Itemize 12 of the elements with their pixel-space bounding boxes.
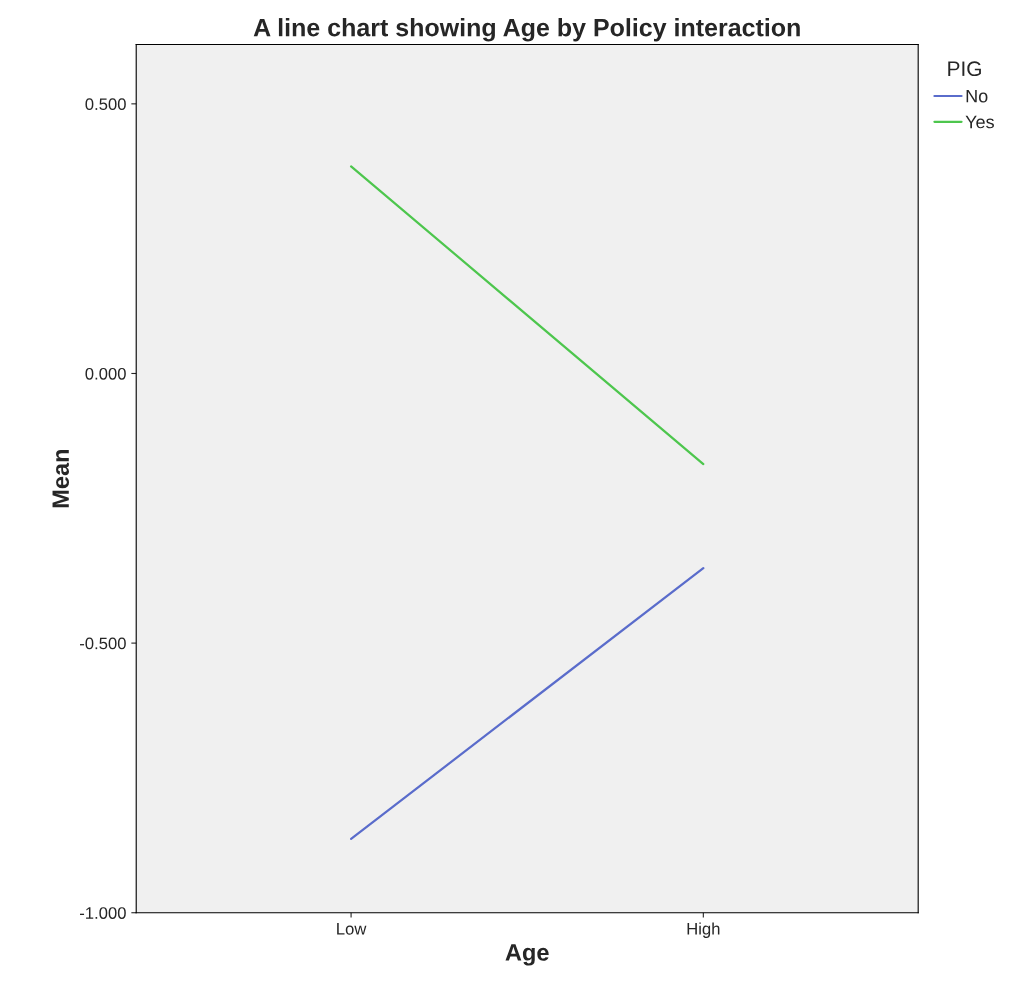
y-tick-label: 0.500 xyxy=(85,98,126,111)
chart-title: A line chart showing Age by Policy interaction xyxy=(253,18,800,42)
y-tick-label: -0.500 xyxy=(79,637,126,650)
y-tick-label: 0.000 xyxy=(85,367,126,380)
x-axis-title: Age xyxy=(505,944,549,966)
y-axis-title: Mean xyxy=(52,449,70,508)
x-tick-label: Low xyxy=(337,923,367,935)
legend-label: No xyxy=(966,89,988,103)
legend-title: PIG xyxy=(948,61,981,77)
y-tick-label: -1.000 xyxy=(79,907,126,919)
x-tick-label: High xyxy=(687,922,720,938)
legend-label: Yes xyxy=(965,115,994,129)
